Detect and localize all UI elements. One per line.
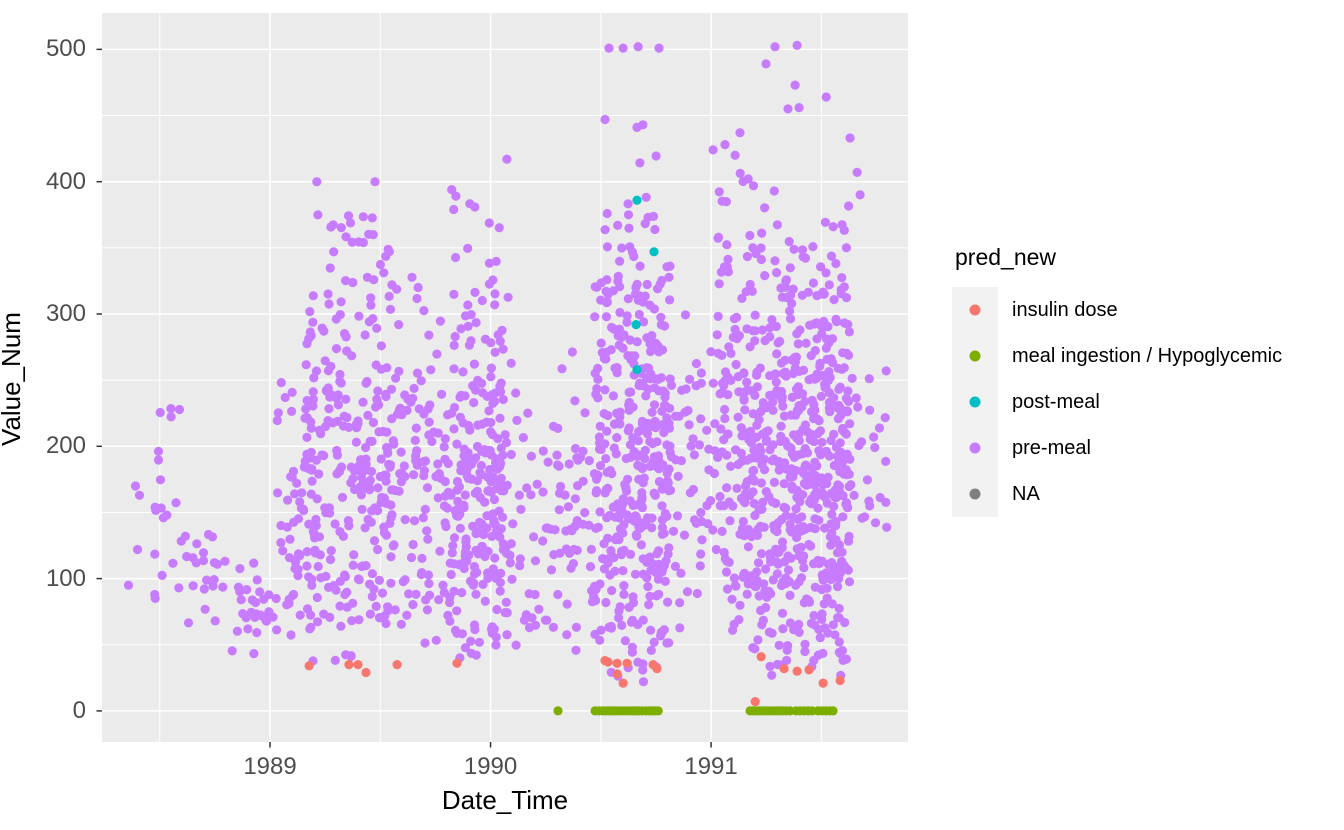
legend-item-pre-meal: pre-meal [952,425,1282,471]
legend-key-box [952,287,998,333]
legend-item-meal-ingestion-hypoglycemic: meal ingestion / Hypoglycemic [952,333,1282,379]
legend-point-icon [969,442,981,454]
legend-point-icon [969,396,981,408]
x-tick-label: 1989 [243,753,297,780]
y-tick-label: 500 [45,35,86,63]
series-insulin-dose [304,652,845,707]
y-tick-label: 400 [45,167,86,195]
legend: pred_new insulin dose meal ingestion / Hy… [952,244,1282,517]
legend-items: insulin dose meal ingestion / Hypoglycemi… [952,287,1282,517]
y-axis-title: Value_Num [0,312,26,446]
legend-point-icon [969,304,981,316]
y-tick-label: 100 [45,564,86,592]
legend-item-label: pre-meal [1012,436,1091,459]
legend-item-label: meal ingestion / Hypoglycemic [1012,344,1283,367]
data-points-layer [123,40,892,716]
series-pre-meal [123,40,892,687]
legend-title: pred_new [955,244,1057,270]
legend-key-box [952,471,998,517]
series-meal-ingestion-hypoglycemic [553,706,838,716]
y-tick-label: 0 [72,696,86,724]
legend-item-insulin-dose: insulin dose [952,287,1282,333]
legend-item-label: insulin dose [1012,298,1118,321]
x-tick-label: 1990 [463,753,518,780]
x-tick-label: 1991 [684,753,738,780]
legend-point-icon [969,488,981,500]
legend-item-post-meal: post-meal [952,379,1282,425]
legend-item-label: post-meal [1012,390,1100,413]
legend-item-label: NA [1012,482,1040,505]
legend-key-box [952,379,998,425]
legend-item-na: NA [952,471,1282,517]
y-tick-label: 300 [45,299,86,327]
series-post-meal [631,195,659,375]
legend-key-box [952,425,998,471]
legend-key-box [952,333,998,379]
y-tick-label: 200 [45,432,86,460]
axis-tick-marks [96,48,712,748]
x-axis-title: Date_Time [441,785,569,815]
legend-point-icon [969,350,981,362]
